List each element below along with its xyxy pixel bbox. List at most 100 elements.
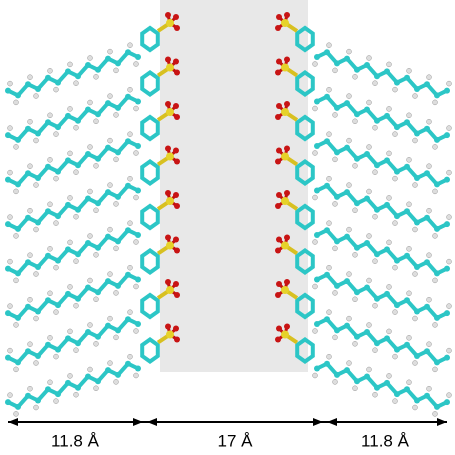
carbon bbox=[25, 259, 31, 266]
carbon bbox=[105, 100, 111, 107]
hydrogen bbox=[13, 144, 19, 150]
hydrogen bbox=[312, 61, 318, 67]
carbon bbox=[105, 55, 111, 62]
hydrogen bbox=[73, 391, 79, 398]
carbon bbox=[95, 378, 101, 385]
carbon bbox=[414, 353, 420, 359]
carbon bbox=[384, 68, 390, 75]
carbon bbox=[45, 297, 51, 304]
hydrogen bbox=[352, 118, 358, 125]
oxygen bbox=[174, 203, 180, 209]
carbon bbox=[424, 303, 430, 310]
hydrogen bbox=[133, 150, 139, 156]
oxygen bbox=[275, 158, 281, 165]
hydrogen bbox=[366, 144, 372, 150]
carbon bbox=[344, 100, 350, 107]
carbon-chain bbox=[7, 139, 139, 187]
carbon bbox=[384, 201, 390, 208]
oxygen bbox=[165, 12, 171, 18]
benzene-ring bbox=[140, 337, 160, 364]
oxygen bbox=[276, 103, 282, 109]
carbon bbox=[384, 246, 390, 253]
carbon bbox=[344, 322, 350, 329]
hydrogen bbox=[352, 252, 358, 258]
hydrogen bbox=[412, 360, 418, 366]
hydrogen bbox=[127, 353, 133, 360]
carbon bbox=[135, 276, 141, 283]
hydrogen bbox=[372, 213, 378, 220]
carbon bbox=[364, 151, 370, 157]
carbon bbox=[65, 68, 71, 75]
carbon bbox=[15, 403, 21, 410]
hydrogen bbox=[346, 360, 352, 366]
carbon bbox=[65, 112, 71, 119]
hydrogen bbox=[406, 112, 412, 119]
carbon bbox=[334, 238, 340, 245]
carbon bbox=[75, 117, 81, 124]
oxygen bbox=[275, 336, 281, 343]
hydrogen bbox=[372, 391, 378, 398]
carbon bbox=[374, 73, 380, 80]
hydrogen bbox=[107, 226, 113, 233]
carbon bbox=[404, 297, 410, 304]
hydrogen bbox=[386, 284, 392, 290]
hydrogen bbox=[47, 68, 53, 74]
carbon bbox=[25, 303, 31, 310]
carbon bbox=[414, 175, 420, 181]
hydrogen bbox=[7, 392, 13, 398]
hydrogen bbox=[47, 201, 53, 208]
carbon bbox=[444, 354, 450, 361]
carbon bbox=[125, 227, 131, 234]
hydrogen bbox=[87, 99, 93, 106]
carbon bbox=[384, 112, 390, 119]
carbon bbox=[45, 341, 51, 348]
carbon bbox=[15, 359, 21, 366]
carbon bbox=[85, 284, 91, 291]
hydrogen bbox=[412, 404, 418, 411]
carbon bbox=[374, 206, 380, 213]
hydrogen bbox=[426, 118, 432, 125]
carbon bbox=[364, 195, 370, 202]
carbon bbox=[354, 333, 360, 340]
hydrogen bbox=[33, 93, 39, 99]
hydrogen bbox=[326, 175, 332, 182]
hydrogen bbox=[432, 233, 438, 239]
hydrogen bbox=[412, 315, 418, 322]
hydrogen bbox=[312, 105, 318, 112]
carbon bbox=[85, 106, 91, 113]
carbon bbox=[5, 310, 11, 317]
carbon bbox=[364, 62, 370, 68]
carbon bbox=[75, 162, 81, 169]
hydrogen bbox=[87, 188, 93, 195]
hydrogen bbox=[392, 353, 398, 360]
carbon bbox=[15, 270, 21, 277]
carbon bbox=[65, 246, 71, 253]
hydrogen bbox=[133, 194, 139, 201]
hydrogen bbox=[127, 220, 133, 226]
oxygen bbox=[275, 69, 281, 76]
carbon bbox=[394, 257, 400, 264]
carbon-chain bbox=[7, 50, 139, 98]
hydrogen bbox=[87, 55, 93, 61]
carbon-chain bbox=[7, 94, 139, 142]
hydrogen bbox=[372, 80, 378, 86]
carbon bbox=[344, 278, 350, 285]
hydrogen bbox=[27, 118, 33, 125]
carbon bbox=[404, 163, 410, 170]
hydrogen bbox=[446, 125, 452, 131]
hydrogen bbox=[426, 163, 432, 169]
carbon bbox=[25, 125, 31, 132]
oxygen bbox=[174, 158, 180, 165]
hydrogen bbox=[326, 264, 332, 271]
carbon bbox=[424, 170, 430, 177]
carbon bbox=[424, 392, 430, 399]
hydrogen bbox=[412, 93, 418, 99]
hydrogen bbox=[352, 296, 358, 303]
dimension-label: 11.8 Å bbox=[361, 431, 410, 450]
carbon bbox=[75, 73, 81, 80]
carbon bbox=[45, 386, 51, 393]
carbon bbox=[334, 60, 340, 67]
oxygen bbox=[173, 103, 179, 109]
carbon bbox=[115, 327, 121, 334]
arrowhead bbox=[133, 418, 143, 426]
